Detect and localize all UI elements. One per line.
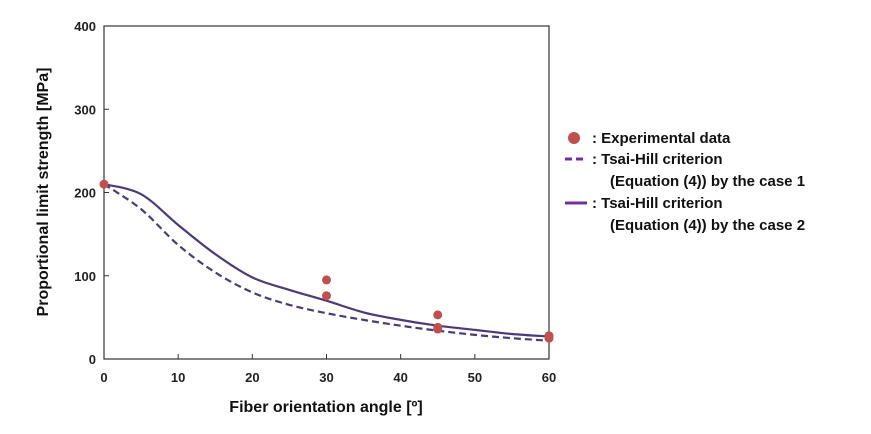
y-axis: 0 100 200 300 400 — [74, 19, 109, 367]
experimental-points — [99, 179, 554, 343]
x-tick-label: 30 — [319, 370, 333, 385]
y-axis-label: Proportional limit strength [MPa] — [35, 68, 52, 317]
y-tick-label: 0 — [89, 352, 96, 367]
data-point — [322, 275, 331, 285]
series-case2-line — [103, 183, 550, 338]
legend-label-case1-line2: (Equation (4)) by the case 1 — [610, 173, 805, 190]
x-axis: 0 10 20 30 40 50 60 — [100, 354, 556, 385]
x-tick-label: 40 — [393, 370, 407, 385]
plot-area — [103, 25, 550, 360]
y-tick-label: 300 — [74, 102, 96, 117]
data-point — [322, 291, 331, 301]
y-tick-label: 200 — [74, 186, 96, 201]
data-point — [544, 333, 554, 343]
data-point — [99, 179, 109, 189]
legend-label-experimental: : Experimental data — [592, 130, 731, 147]
data-point — [433, 324, 443, 334]
y-tick-label: 400 — [74, 19, 96, 34]
x-tick-label: 10 — [171, 370, 185, 385]
legend-label-case1-line1: : Tsai-Hill criterion — [592, 151, 723, 168]
legend: : Experimental data : Tsai-Hill criterio… — [565, 130, 805, 234]
legend-marker-experimental — [568, 132, 580, 144]
legend-label-case2-line2: (Equation (4)) by the case 2 — [610, 217, 805, 234]
x-tick-label: 0 — [100, 370, 107, 385]
x-tick-label: 50 — [468, 370, 482, 385]
x-tick-label: 60 — [542, 370, 556, 385]
legend-label-case2-line1: : Tsai-Hill criterion — [592, 195, 723, 212]
y-tick-label: 100 — [74, 269, 96, 284]
series-lines — [103, 183, 550, 342]
series-case1-line — [103, 183, 550, 342]
x-tick-label: 20 — [245, 370, 259, 385]
x-axis-label: Fiber orientation angle [º] — [229, 399, 422, 416]
data-point — [433, 310, 443, 320]
